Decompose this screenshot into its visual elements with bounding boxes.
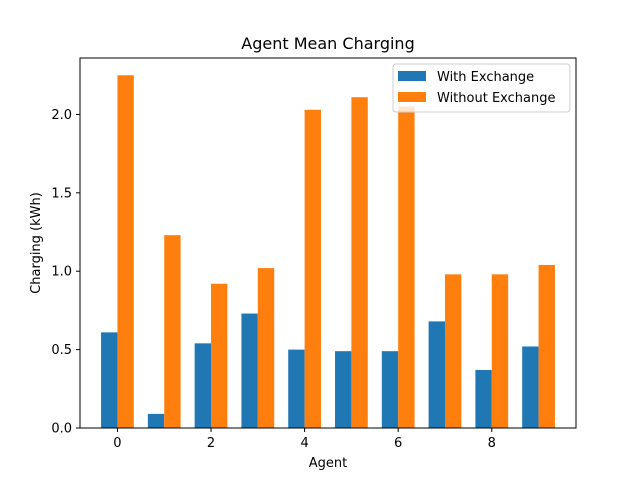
plot-frame — [79, 57, 577, 429]
x-tick-label: 2 — [207, 436, 215, 451]
legend-label-without-exchange: Without Exchange — [437, 91, 555, 106]
bar-with-exchange-agent-3 — [241, 313, 258, 428]
y-tick-label: 1.0 — [51, 265, 72, 280]
legend: With Exchange Without Exchange — [392, 63, 571, 113]
bar-without-exchange-agent-7 — [444, 274, 462, 428]
bar-with-exchange-agent-9 — [522, 346, 539, 428]
bar-with-exchange-agent-4 — [288, 349, 305, 428]
bar-without-exchange-agent-0 — [117, 75, 134, 429]
bar-with-exchange-agent-5 — [335, 351, 352, 428]
bar-without-exchange-agent-9 — [538, 264, 555, 428]
y-axis-label: Charging (kWh) — [29, 192, 44, 294]
chart-title: Agent Mean Charging — [241, 34, 414, 53]
bar-with-exchange-agent-8 — [475, 369, 492, 428]
bar-without-exchange-agent-2 — [211, 283, 228, 428]
legend-label-with-exchange: With Exchange — [437, 70, 534, 85]
bar-without-exchange-agent-8 — [491, 274, 509, 428]
legend-box — [392, 63, 571, 113]
bar-with-exchange-agent-1 — [147, 413, 165, 428]
legend-swatch-without-exchange — [398, 92, 426, 102]
bar-with-exchange-agent-0 — [101, 332, 118, 428]
x-axis-ticks: 0 2 4 6 8 — [113, 428, 496, 451]
y-tick-label: 0.5 — [51, 343, 72, 358]
bar-without-exchange-agent-5 — [351, 97, 368, 428]
x-tick-label: 0 — [113, 436, 121, 451]
x-tick-label: 4 — [300, 436, 308, 451]
y-tick-label: 0.0 — [51, 422, 72, 437]
y-tick-label: 2.0 — [51, 108, 72, 123]
bar-with-exchange-agent-7 — [428, 321, 445, 428]
legend-swatch-with-exchange — [398, 71, 426, 81]
bar-without-exchange-agent-4 — [304, 109, 321, 428]
y-axis-ticks: 0.0 0.5 1.0 1.5 2.0 — [51, 108, 80, 437]
x-tick-label: 6 — [394, 436, 402, 451]
bar-without-exchange-agent-1 — [164, 235, 181, 428]
x-tick-label: 8 — [488, 436, 496, 451]
bar-with-exchange-agent-6 — [381, 351, 399, 428]
bars-group — [101, 75, 555, 429]
y-tick-label: 1.5 — [51, 186, 72, 201]
bar-without-exchange-agent-3 — [257, 268, 275, 428]
x-axis-label: Agent — [309, 456, 347, 471]
bar-without-exchange-agent-6 — [398, 106, 415, 429]
bar-with-exchange-agent-2 — [194, 343, 212, 428]
